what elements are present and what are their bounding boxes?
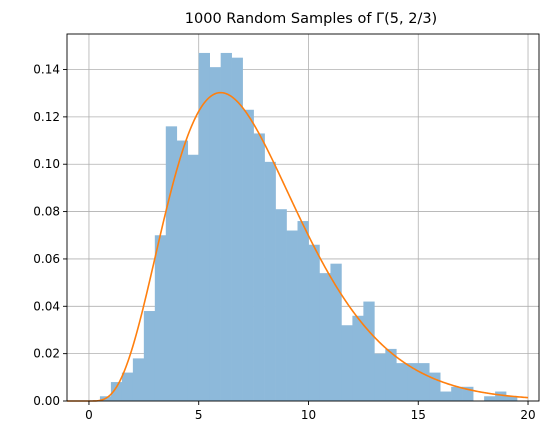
density-curve-layer <box>67 91 529 402</box>
x-tick-label: 10 <box>301 408 316 422</box>
histogram-bars <box>99 52 518 402</box>
histogram-bar <box>484 396 496 401</box>
histogram-bar <box>143 311 156 401</box>
plot-frame <box>66 33 540 402</box>
chart-title: 1000 Random Samples of Γ(5, 2/3) <box>185 11 437 27</box>
histogram-bar <box>176 140 189 401</box>
histogram-bar <box>407 363 419 401</box>
histogram-bar <box>165 126 178 402</box>
histogram-bar <box>308 244 320 401</box>
histogram-bar <box>418 363 430 401</box>
y-tick-label: 0.00 <box>33 394 60 408</box>
x-tick-label: 20 <box>520 408 535 422</box>
y-tick-label: 0.10 <box>33 157 60 171</box>
histogram-bar <box>231 57 243 401</box>
histogram-bar <box>341 325 353 401</box>
histogram-bar <box>319 273 331 401</box>
histogram-bar <box>275 209 287 401</box>
y-tick-label: 0.08 <box>33 205 60 219</box>
histogram-bar <box>253 133 265 401</box>
x-tick-label: 15 <box>411 408 426 422</box>
histogram-bar <box>187 154 200 401</box>
histogram-bar <box>374 353 386 401</box>
x-tick-label: 0 <box>85 408 93 422</box>
histogram-bar <box>352 315 364 401</box>
histogram-bar <box>297 221 309 401</box>
histogram-bar <box>110 382 123 401</box>
histogram-bar <box>363 301 375 401</box>
gamma-density-curve <box>67 91 529 402</box>
y-tick-label: 0.04 <box>33 299 60 313</box>
histogram-bar <box>198 52 210 402</box>
y-tick-label: 0.12 <box>33 110 60 124</box>
axis-ticks: 0 5 10 15 20 0.00 0.02 0.04 0.06 0.08 0.10 0.12 0.14 <box>33 63 535 422</box>
histogram-bar <box>495 391 507 401</box>
y-tick-label: 0.06 <box>33 252 60 266</box>
histogram-bar <box>440 391 452 401</box>
histogram-bar <box>462 386 474 401</box>
histogram-bar <box>330 263 342 401</box>
histogram-bar <box>209 67 221 402</box>
histogram-bar <box>220 52 232 402</box>
x-tick-label: 5 <box>195 408 203 422</box>
histogram-bar <box>286 230 298 401</box>
histogram-bar <box>242 109 254 402</box>
histogram-bar <box>154 235 167 401</box>
histogram-bar <box>506 396 518 401</box>
axes-frame <box>66 33 540 402</box>
histogram-bar <box>264 161 276 401</box>
histogram-bar <box>132 358 145 401</box>
histogram-bar <box>121 372 134 401</box>
histogram-bar <box>385 348 397 401</box>
y-tick-label: 0.02 <box>33 347 60 361</box>
histogram-bar <box>396 363 408 401</box>
histogram-bar <box>451 386 463 401</box>
y-tick-label: 0.14 <box>33 63 60 77</box>
histogram-bar <box>429 372 441 401</box>
